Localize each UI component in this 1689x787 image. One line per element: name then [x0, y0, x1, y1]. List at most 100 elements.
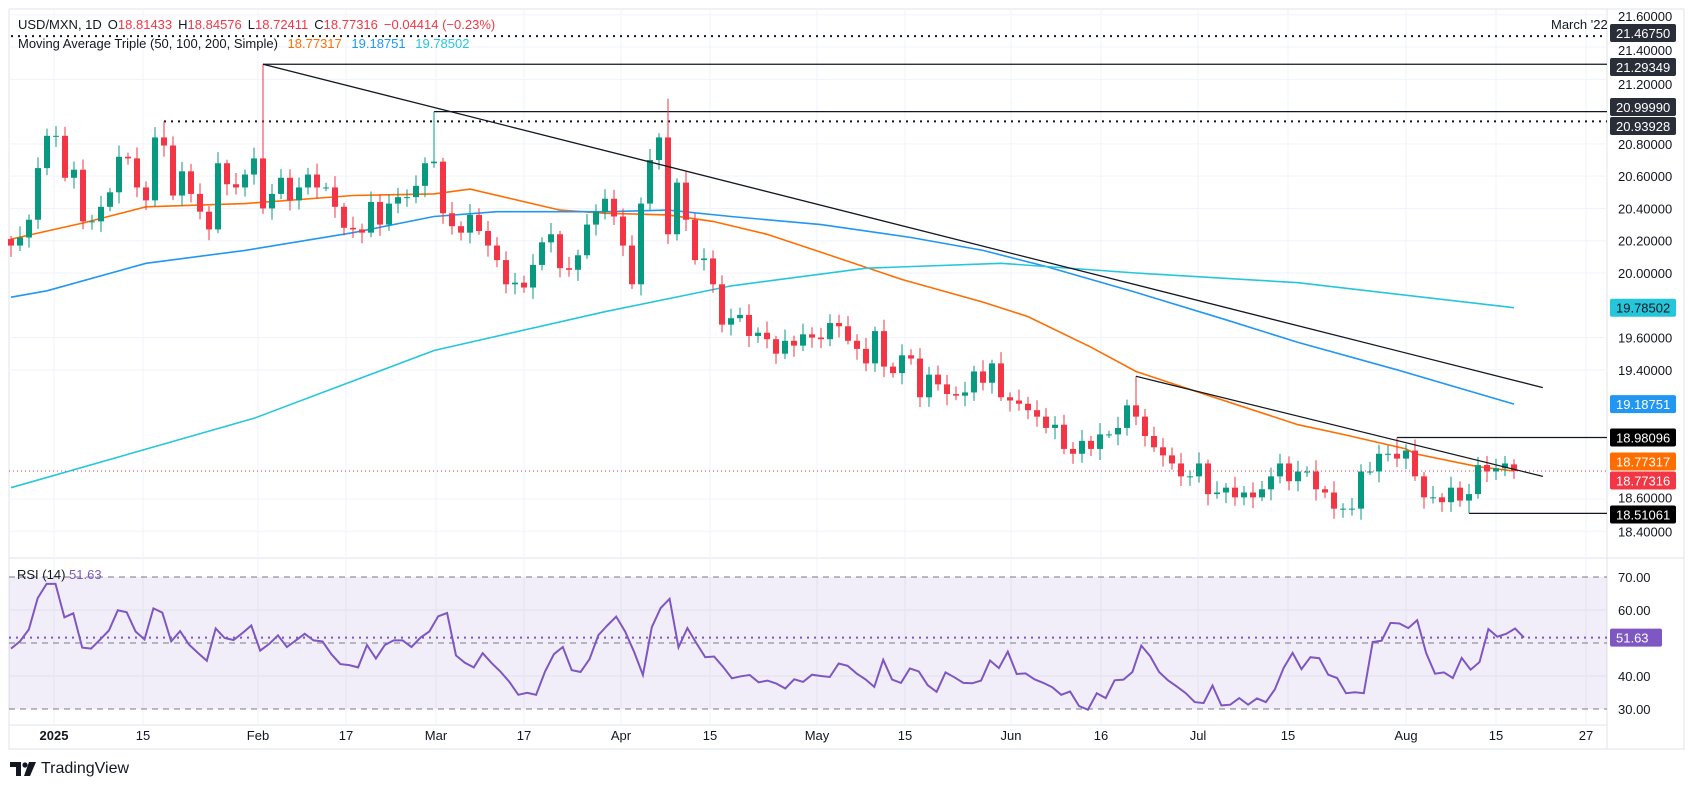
- ma-legend-title[interactable]: Moving Average Triple (50, 100, 200, Sim…: [18, 36, 278, 51]
- price-badge-bg: [1610, 298, 1676, 317]
- candle-up: [26, 219, 32, 238]
- candle-down: [80, 169, 86, 222]
- rsi-pane: [9, 576, 1607, 710]
- candle-down: [710, 258, 716, 285]
- candle-up: [1493, 468, 1499, 472]
- price-tick-label: 19.60000: [1618, 331, 1672, 346]
- ohlc-close: C18.77316: [314, 17, 378, 32]
- candle-up: [737, 314, 743, 319]
- price-badge: 18.77316: [1616, 474, 1670, 489]
- candle-down: [1133, 405, 1139, 417]
- ohlc-open: O18.81433: [107, 17, 173, 32]
- candle-down: [134, 158, 140, 188]
- candle-down: [773, 339, 779, 354]
- candle-down: [206, 211, 212, 230]
- price-tick-label: 19.40000: [1618, 363, 1672, 378]
- time-tick-label: 17: [339, 728, 353, 743]
- candle-down: [233, 184, 239, 188]
- candle-up: [395, 197, 401, 204]
- candle-up: [1052, 424, 1058, 428]
- candle-up: [1115, 427, 1121, 435]
- rsi-title[interactable]: RSI (14): [17, 567, 66, 582]
- candle-down: [458, 226, 464, 233]
- logo-text: TradingView: [41, 760, 130, 777]
- candle-down: [476, 214, 482, 232]
- candle-up: [899, 355, 905, 374]
- candle-down: [998, 363, 1004, 398]
- symbol-label[interactable]: USD/MXN, 1D: [18, 17, 102, 32]
- candle-up: [1259, 489, 1265, 498]
- candle-down: [1439, 497, 1445, 503]
- time-tick-label: 15: [703, 728, 717, 743]
- time-tick-label: May: [805, 728, 830, 743]
- candle-up: [647, 160, 653, 204]
- level-badge-bg: [1610, 428, 1676, 447]
- candle-down: [764, 332, 770, 340]
- candle-down: [854, 340, 860, 349]
- candle-down: [1034, 410, 1040, 417]
- candle-down: [8, 239, 14, 246]
- candle-up: [872, 331, 878, 364]
- candle-up: [1187, 476, 1193, 478]
- level-badge-bg: [1610, 97, 1676, 116]
- level-badge-bg: [1610, 58, 1676, 77]
- candle-down: [197, 193, 203, 212]
- price-tick-label: 18.60000: [1618, 491, 1672, 506]
- rsi-legend: RSI (14) 51.63: [17, 567, 102, 582]
- candle-down: [818, 337, 824, 340]
- candle-down: [1232, 487, 1238, 498]
- candle-down: [791, 340, 797, 346]
- candle-down: [908, 355, 914, 359]
- candle-down: [980, 371, 986, 383]
- candle-down: [143, 187, 149, 201]
- chart-frame: [8, 8, 1685, 750]
- price-badge: 18.77317: [1616, 455, 1670, 470]
- candle-up: [296, 187, 302, 201]
- candle-down: [1025, 403, 1031, 411]
- candle-down: [557, 234, 563, 269]
- candle-down: [287, 177, 293, 201]
- candle-down: [359, 229, 365, 233]
- level-badge: 21.29349: [1616, 60, 1670, 75]
- candle-up: [1403, 450, 1409, 459]
- candle-down: [1142, 416, 1148, 437]
- candle-up: [179, 171, 185, 196]
- candle-up: [152, 137, 158, 201]
- candle-down: [1412, 450, 1418, 477]
- level-badge: 18.98096: [1616, 430, 1670, 445]
- time-tick-label: 16: [1094, 728, 1108, 743]
- candle-down: [188, 171, 194, 194]
- candle-down: [314, 174, 320, 188]
- candles: [8, 64, 1517, 520]
- ma-legend: Moving Average Triple (50, 100, 200, Sim…: [18, 36, 475, 51]
- candle-up: [1079, 440, 1085, 454]
- tradingview-logo[interactable]: TradingView: [10, 760, 129, 778]
- ma200-value: 19.78502: [415, 36, 470, 51]
- price-badge-bg: [1610, 452, 1676, 471]
- grid: [8, 8, 1685, 750]
- candle-up: [1448, 487, 1454, 503]
- candle-up: [638, 203, 644, 285]
- candle-up: [602, 198, 608, 212]
- rsi-line-path: [10, 582, 1525, 711]
- rsi-line: [9, 582, 1607, 711]
- candle-down: [1286, 463, 1292, 482]
- candle-up: [1223, 487, 1229, 493]
- ma-line-ma50: [10, 188, 1515, 472]
- level-badge-bg: [1610, 24, 1676, 43]
- candle-up: [323, 187, 329, 189]
- price-tick-label: 21.40000: [1618, 43, 1672, 58]
- candle-up: [404, 197, 410, 199]
- level-badge-bg: [1610, 117, 1676, 136]
- candle-up: [656, 137, 662, 161]
- rsi-tick-label: 60.00: [1618, 603, 1651, 618]
- candle-down: [1457, 487, 1463, 501]
- candle-down: [260, 158, 266, 209]
- candle-up: [422, 163, 428, 186]
- candle-down: [692, 219, 698, 261]
- candle-up: [1196, 463, 1202, 477]
- rsi-tick-label: 40.00: [1618, 669, 1651, 684]
- candle-up: [539, 242, 545, 265]
- candle-down: [1160, 447, 1166, 456]
